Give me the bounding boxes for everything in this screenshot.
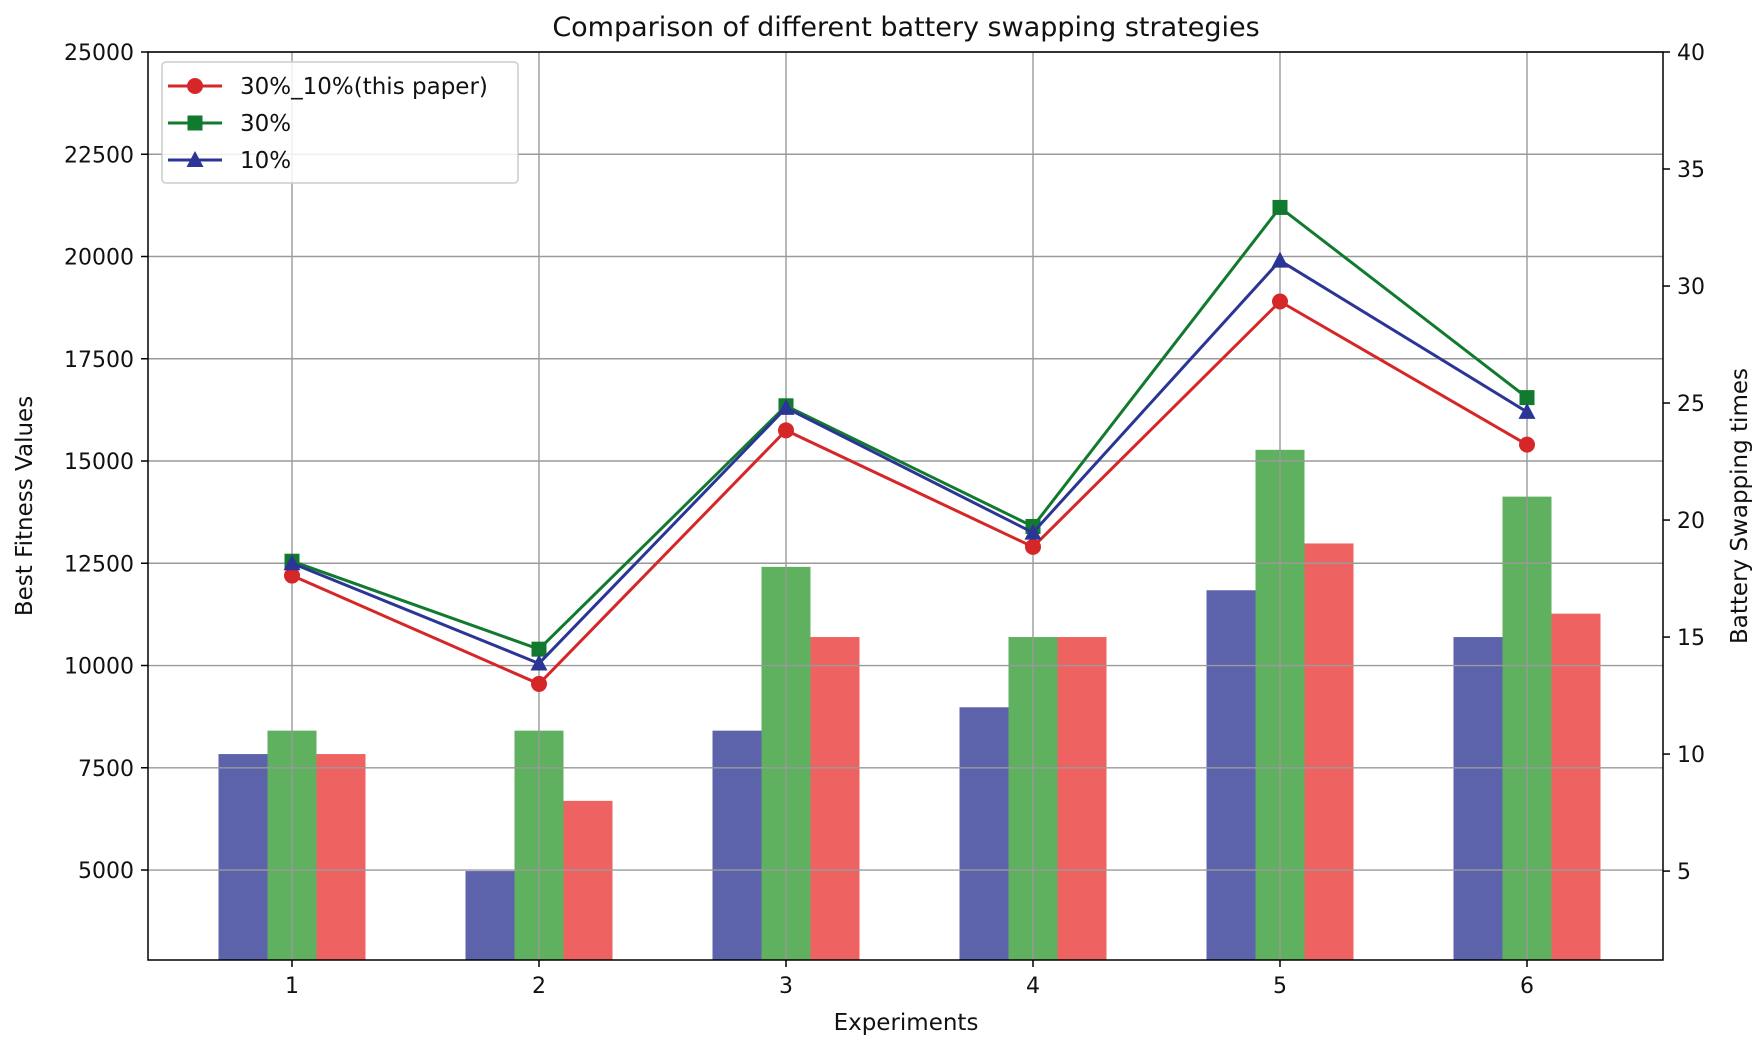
series-3-point-6 xyxy=(1518,402,1536,419)
left-y-tick-label: 20000 xyxy=(64,246,134,271)
left-y-tick-label: 10000 xyxy=(64,655,134,680)
series-3-point-4 xyxy=(1024,523,1042,540)
right-y-tick-label: 30 xyxy=(1677,275,1705,300)
left-y-tick-label: 22500 xyxy=(64,143,134,168)
series-1-point-1 xyxy=(284,567,300,584)
bar-group1-exp2 xyxy=(465,871,515,960)
line-layer xyxy=(283,199,1536,692)
bar-group1-exp5 xyxy=(1206,590,1256,960)
x-tick-label: 3 xyxy=(779,974,793,999)
x-axis-label: Experiments xyxy=(834,1010,979,1036)
x-tick-label: 1 xyxy=(285,974,299,999)
x-tick-label: 6 xyxy=(1520,974,1534,999)
bar-layer xyxy=(218,449,1601,960)
left-y-tick-label: 12500 xyxy=(64,552,134,577)
x-tick-label: 4 xyxy=(1026,974,1040,999)
bar-group1-exp3 xyxy=(712,730,762,960)
series-1-point-3 xyxy=(778,422,794,439)
bar-group3-exp2 xyxy=(563,800,613,960)
series-line-1 xyxy=(291,299,1528,686)
legend-marker xyxy=(186,151,204,167)
legend-label: 10% xyxy=(240,148,291,174)
left-y-tick-label: 7500 xyxy=(78,757,134,782)
bar-group3-exp5 xyxy=(1304,543,1354,960)
left-y-axis: 5000 7500 10000 12500 15000 17500 20000 22500 25… xyxy=(64,41,148,884)
right-y-tick-label: 20 xyxy=(1677,509,1705,534)
series-2-point-2 xyxy=(531,641,547,657)
legend-box xyxy=(161,61,519,184)
series-3-point-2 xyxy=(530,654,548,671)
series-2-point-6 xyxy=(1519,390,1535,406)
bar-group3-exp1 xyxy=(316,754,366,960)
right-y-tick-label: 5 xyxy=(1677,860,1691,885)
x-tick-label: 2 xyxy=(532,974,546,999)
series-1-point-6 xyxy=(1519,436,1535,453)
right-y-tick-label: 40 xyxy=(1677,41,1705,66)
grid-layer xyxy=(148,51,1663,960)
right-y-tick-label: 10 xyxy=(1677,743,1705,768)
series-line-2 xyxy=(291,205,1528,651)
left-y-tick-label: 25000 xyxy=(64,41,134,66)
legend-label: 30% xyxy=(240,111,291,137)
legend-marker xyxy=(187,78,203,94)
series-2-point-5 xyxy=(1272,199,1288,215)
series-1-point-5 xyxy=(1272,293,1288,310)
series-line-3 xyxy=(291,258,1528,666)
bar-group3-exp3 xyxy=(810,637,860,960)
bar-group3-exp4 xyxy=(1057,637,1107,960)
bar-group1-exp6 xyxy=(1453,637,1503,960)
legend-marker xyxy=(187,115,203,131)
series-3-point-3 xyxy=(777,398,795,415)
bar-group3-exp6 xyxy=(1551,613,1601,960)
right-y-tick-label: 25 xyxy=(1677,392,1705,417)
series-3-point-5 xyxy=(1271,251,1289,268)
right-y-axis-label: Battery Swapping times xyxy=(1727,368,1753,644)
x-axis: 1 2 3 4 5 6 xyxy=(285,960,1534,999)
left-y-tick-label: 17500 xyxy=(64,348,134,373)
left-y-axis-label: Best Fitness Values xyxy=(12,396,38,616)
bar-group1-exp4 xyxy=(959,707,1009,960)
series-1-point-4 xyxy=(1025,538,1041,555)
legend: 30%_10%(this paper) 30% 10% xyxy=(161,61,519,184)
left-y-tick-label: 5000 xyxy=(78,859,134,884)
right-y-tick-label: 15 xyxy=(1677,626,1705,651)
right-y-axis: 5 10 15 20 25 30 35 40 xyxy=(1663,41,1705,885)
bar-group1-exp1 xyxy=(218,754,268,960)
series-3-point-1 xyxy=(283,554,301,571)
left-y-tick-label: 15000 xyxy=(64,450,134,475)
right-y-tick-label: 35 xyxy=(1677,158,1705,183)
x-tick-label: 5 xyxy=(1273,974,1287,999)
series-1-point-2 xyxy=(531,675,547,692)
chart-title: Comparison of different battery swapping… xyxy=(552,12,1259,43)
legend-label: 30%_10%(this paper) xyxy=(240,74,488,100)
plot-frame xyxy=(147,51,1664,961)
